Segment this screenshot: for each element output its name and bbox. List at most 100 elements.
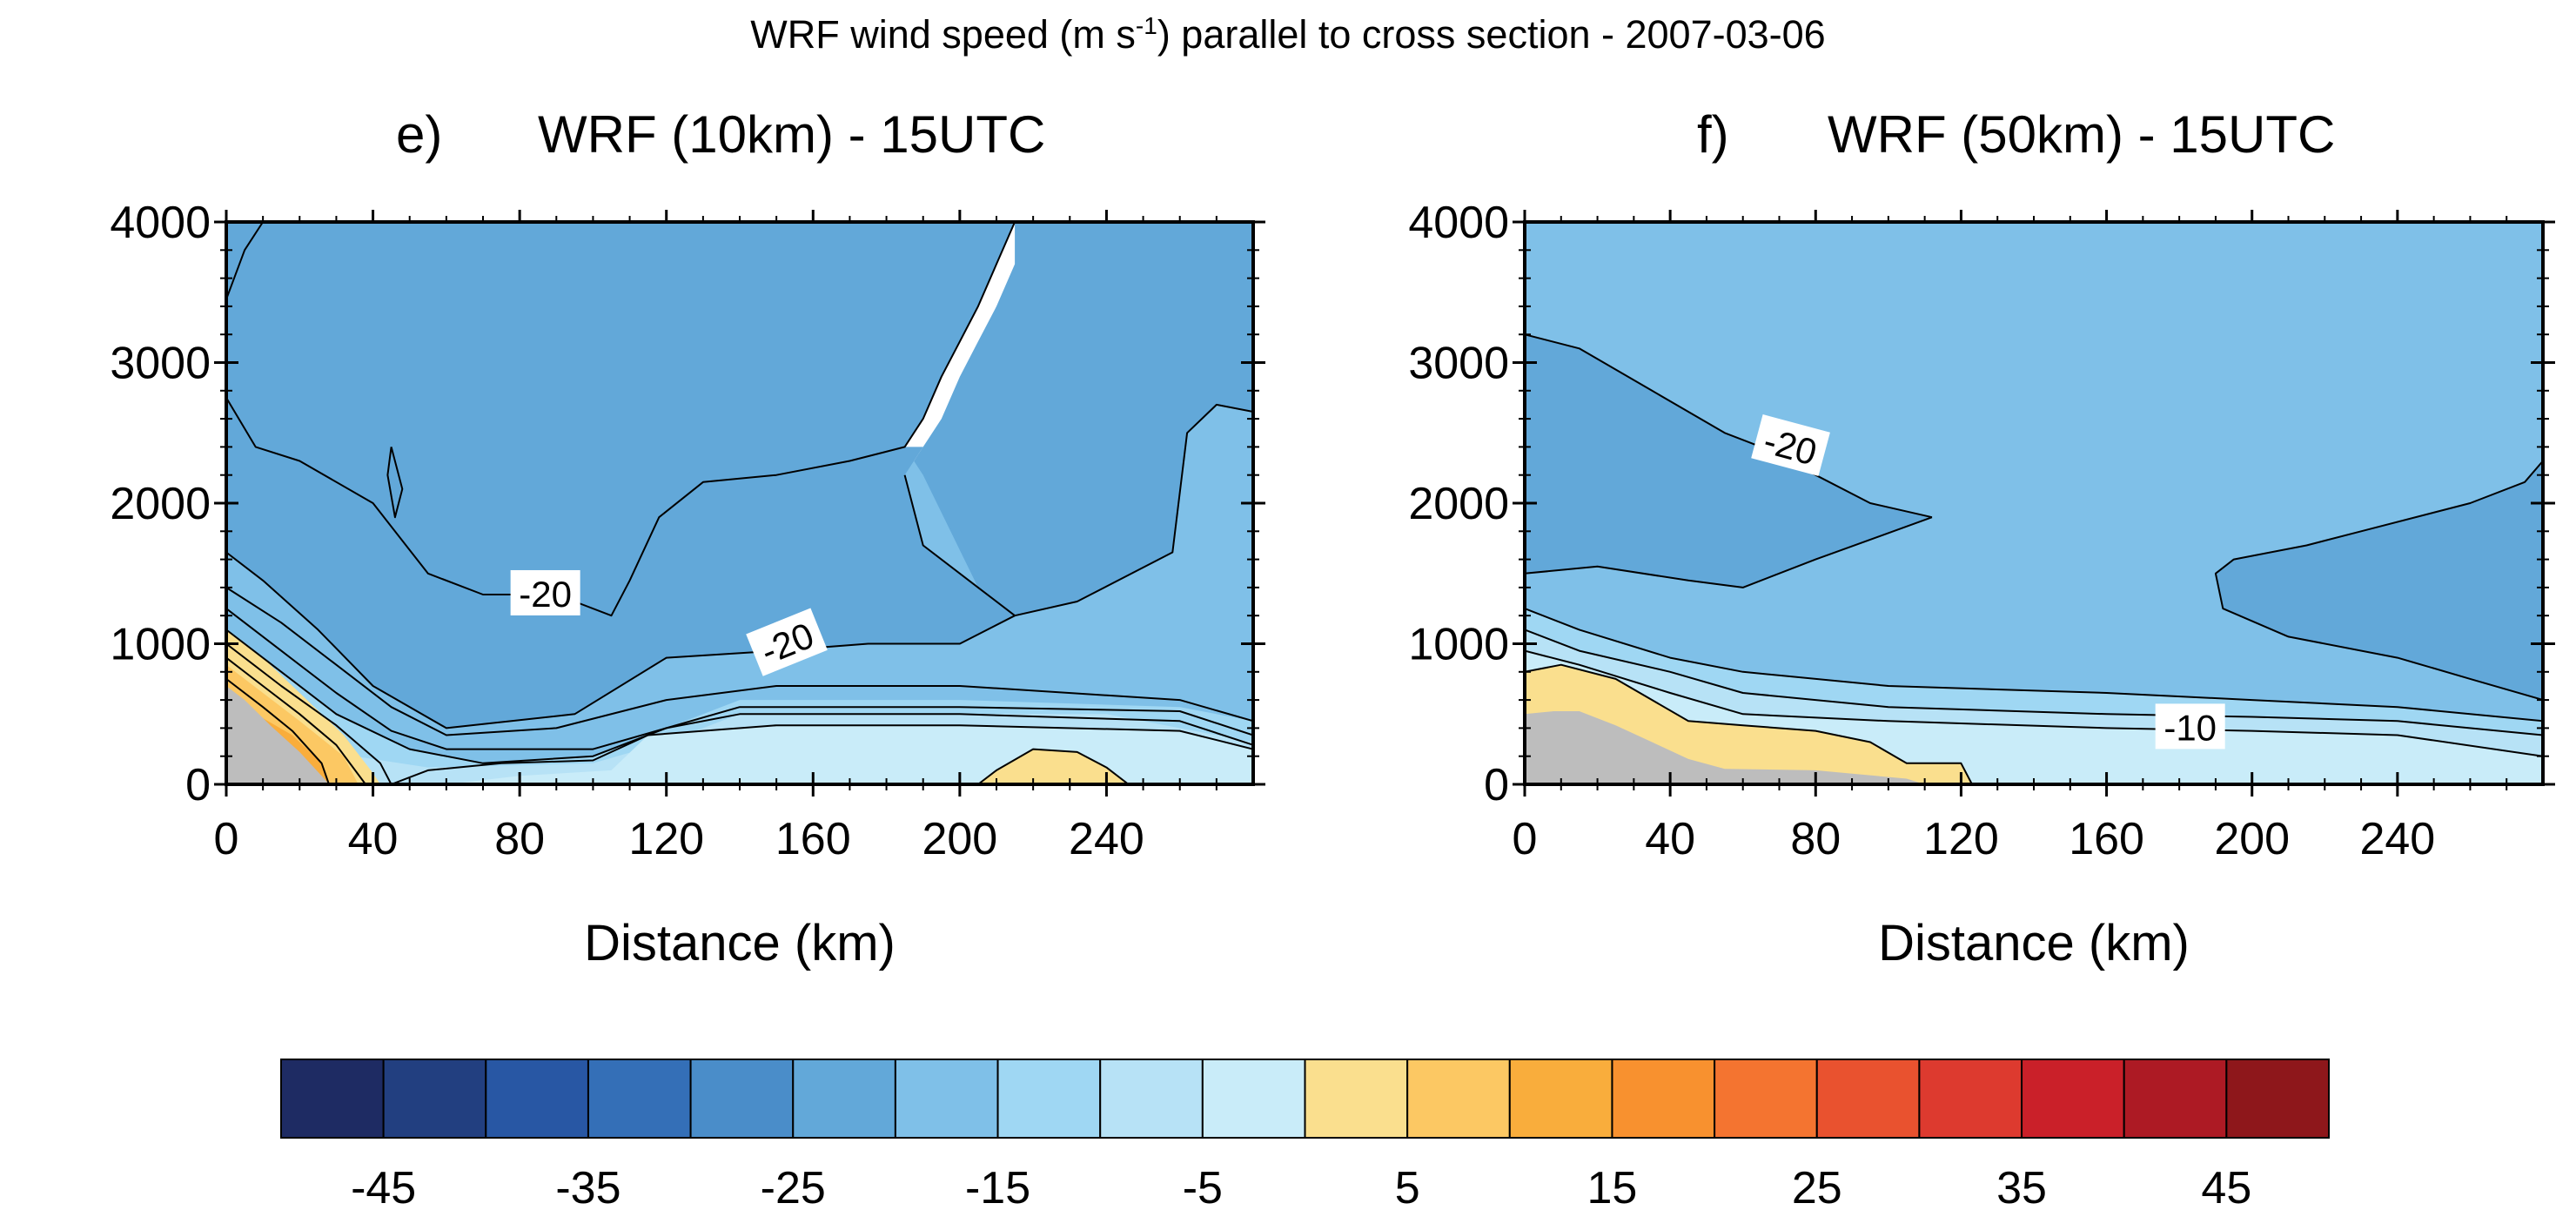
colorbar: -45 -35 -25 -15 -5 5 15 25 35 45 (280, 1059, 2331, 1210)
x-tick-label: 120 (1923, 814, 1999, 864)
panel-f-field-2 (2215, 460, 2543, 701)
colorbar-box (587, 1059, 692, 1139)
y-tick-label: 1000 (1408, 620, 1509, 670)
colorbar-tick-label: 35 (1996, 1163, 2047, 1210)
x-tick-label: 200 (922, 814, 997, 864)
colorbar-tick-label: 25 (1792, 1163, 1842, 1210)
panel-f-field-0 (1525, 222, 2543, 784)
panel-e-field-10 (977, 749, 1129, 784)
colorbar-box (792, 1059, 896, 1139)
colorbar-box (2225, 1059, 2331, 1139)
panel-e-contour-line-8 (226, 656, 366, 784)
main-title: WRF wind speed (m s-1) parallel to cross… (750, 12, 1825, 57)
panel-f-terrain (1525, 711, 1925, 784)
colorbar-box (2123, 1059, 2228, 1139)
panel-e-terrain (226, 686, 329, 784)
colorbar-box (1508, 1059, 1613, 1139)
panel-f-field-1 (1525, 334, 1932, 588)
panel-e-contour-line-11 (977, 748, 1130, 784)
panel-e-contour-line-10 (391, 724, 1253, 784)
panel-e-contour-line-7 (226, 642, 392, 784)
y-tick-label: 0 (1484, 760, 1509, 810)
contour-label-box (510, 569, 580, 615)
colorbar-tick-label: 15 (1587, 1163, 1638, 1210)
panel-f: f) WRF (50km) - 15UTC -20-10 0 40 80 120 160… (1408, 105, 2555, 971)
colorbar-box (1918, 1059, 2023, 1139)
panel-f-fields (1525, 222, 2543, 784)
y-tick-label: 2000 (110, 479, 211, 529)
panel-f-contour-line-1 (1525, 516, 1933, 588)
panel-e: e) WRF (10km) - 15UTC -20-20 0 40 80 120 160… (110, 105, 1265, 971)
contour-label-box (1751, 414, 1830, 476)
colorbar-box (1406, 1059, 1511, 1139)
y-tick-label: 4000 (110, 198, 211, 248)
panel-e-subtitle: WRF (10km) - 15UTC (538, 105, 1045, 164)
panel-f-ticks: 0 40 80 120 160 200 240 0 1000 2000 3000 4000 (1408, 198, 2555, 864)
panel-e-contour-line-9 (226, 678, 330, 784)
y-tick-label: 2000 (1408, 479, 1509, 529)
panel-f-contour-line-6 (1525, 663, 1973, 784)
x-tick-label: 160 (775, 814, 851, 864)
colorbar-box (1099, 1059, 1204, 1139)
colorbar-tick-label: -5 (1183, 1163, 1223, 1210)
colorbar-box (2021, 1059, 2125, 1139)
x-tick-label: 120 (628, 814, 704, 864)
panel-f-contour-line-5 (1525, 649, 2543, 757)
x-tick-label: 160 (2069, 814, 2144, 864)
panel-e-contour-line-5 (226, 608, 1253, 750)
y-tick-label: 3000 (110, 339, 211, 389)
panel-f-contour-line-4 (1525, 629, 2543, 736)
y-tick-label: 0 (185, 760, 211, 810)
colorbar-tick-label: 45 (2201, 1163, 2251, 1210)
panel-e-contours (226, 222, 1253, 784)
colorbar-box (1815, 1059, 1921, 1139)
colorbar-box (485, 1059, 589, 1139)
x-tick-label: 0 (1513, 814, 1538, 864)
colorbar-box (1611, 1059, 1716, 1139)
colorbar-tick-label: -25 (761, 1163, 826, 1210)
panel-e-ticks: 0 40 80 120 160 200 240 0 1000 2000 3000 4000 (110, 198, 1265, 864)
colorbar-box (1304, 1059, 1409, 1139)
colorbar-tick-label: 5 (1395, 1163, 1420, 1210)
colorbar-box (280, 1059, 385, 1139)
panel-f-contour-line-3 (1525, 608, 2543, 723)
colorbar-tick-label: -45 (351, 1163, 416, 1210)
y-tick-label: 3000 (1408, 339, 1509, 389)
panel-e-fields (226, 222, 1253, 784)
x-tick-label: 80 (494, 814, 545, 864)
colorbar-box (689, 1059, 795, 1139)
x-tick-label: 80 (1790, 814, 1841, 864)
panel-f-contour-label-1: -10 (2155, 703, 2225, 750)
panel-f-contour-line-2 (2214, 460, 2543, 702)
panel-f-subtitle: WRF (50km) - 15UTC (1828, 105, 2335, 164)
panel-e-xlabel: Distance (km) (584, 915, 896, 971)
x-tick-label: 200 (2214, 814, 2290, 864)
panel-e-contour-line-6 (226, 629, 1253, 764)
panel-f-letter: f) (1697, 105, 1729, 164)
panel-f-contours (1525, 333, 2543, 784)
x-tick-label: 240 (1069, 814, 1144, 864)
colorbar-box (1201, 1059, 1306, 1139)
contour-label-text: -20 (519, 574, 572, 615)
colorbar-box (894, 1059, 999, 1139)
panel-e-field-0 (226, 222, 1016, 616)
panel-e-contour-line-12 (386, 447, 404, 519)
x-tick-label: 240 (2359, 814, 2435, 864)
colorbar-box (996, 1059, 1102, 1139)
y-tick-label: 4000 (1408, 198, 1509, 248)
colorbar-box (382, 1059, 487, 1139)
colorbar-box (1714, 1059, 1818, 1139)
contour-label-text: -10 (2163, 707, 2217, 748)
panel-e-letter: e) (396, 105, 442, 164)
colorbar-tick-label: -15 (965, 1163, 1030, 1210)
contour-label-box (746, 608, 828, 676)
x-tick-label: 40 (348, 814, 399, 864)
y-tick-label: 1000 (110, 620, 211, 670)
panel-e-contour-line-3 (226, 551, 1016, 729)
colorbar-tick-label: -35 (555, 1163, 621, 1210)
panel-e-contour-line-4 (226, 587, 1253, 736)
panel-e-field-1 (904, 222, 1253, 616)
x-tick-label: 40 (1645, 814, 1695, 864)
x-tick-label: 0 (214, 814, 239, 864)
